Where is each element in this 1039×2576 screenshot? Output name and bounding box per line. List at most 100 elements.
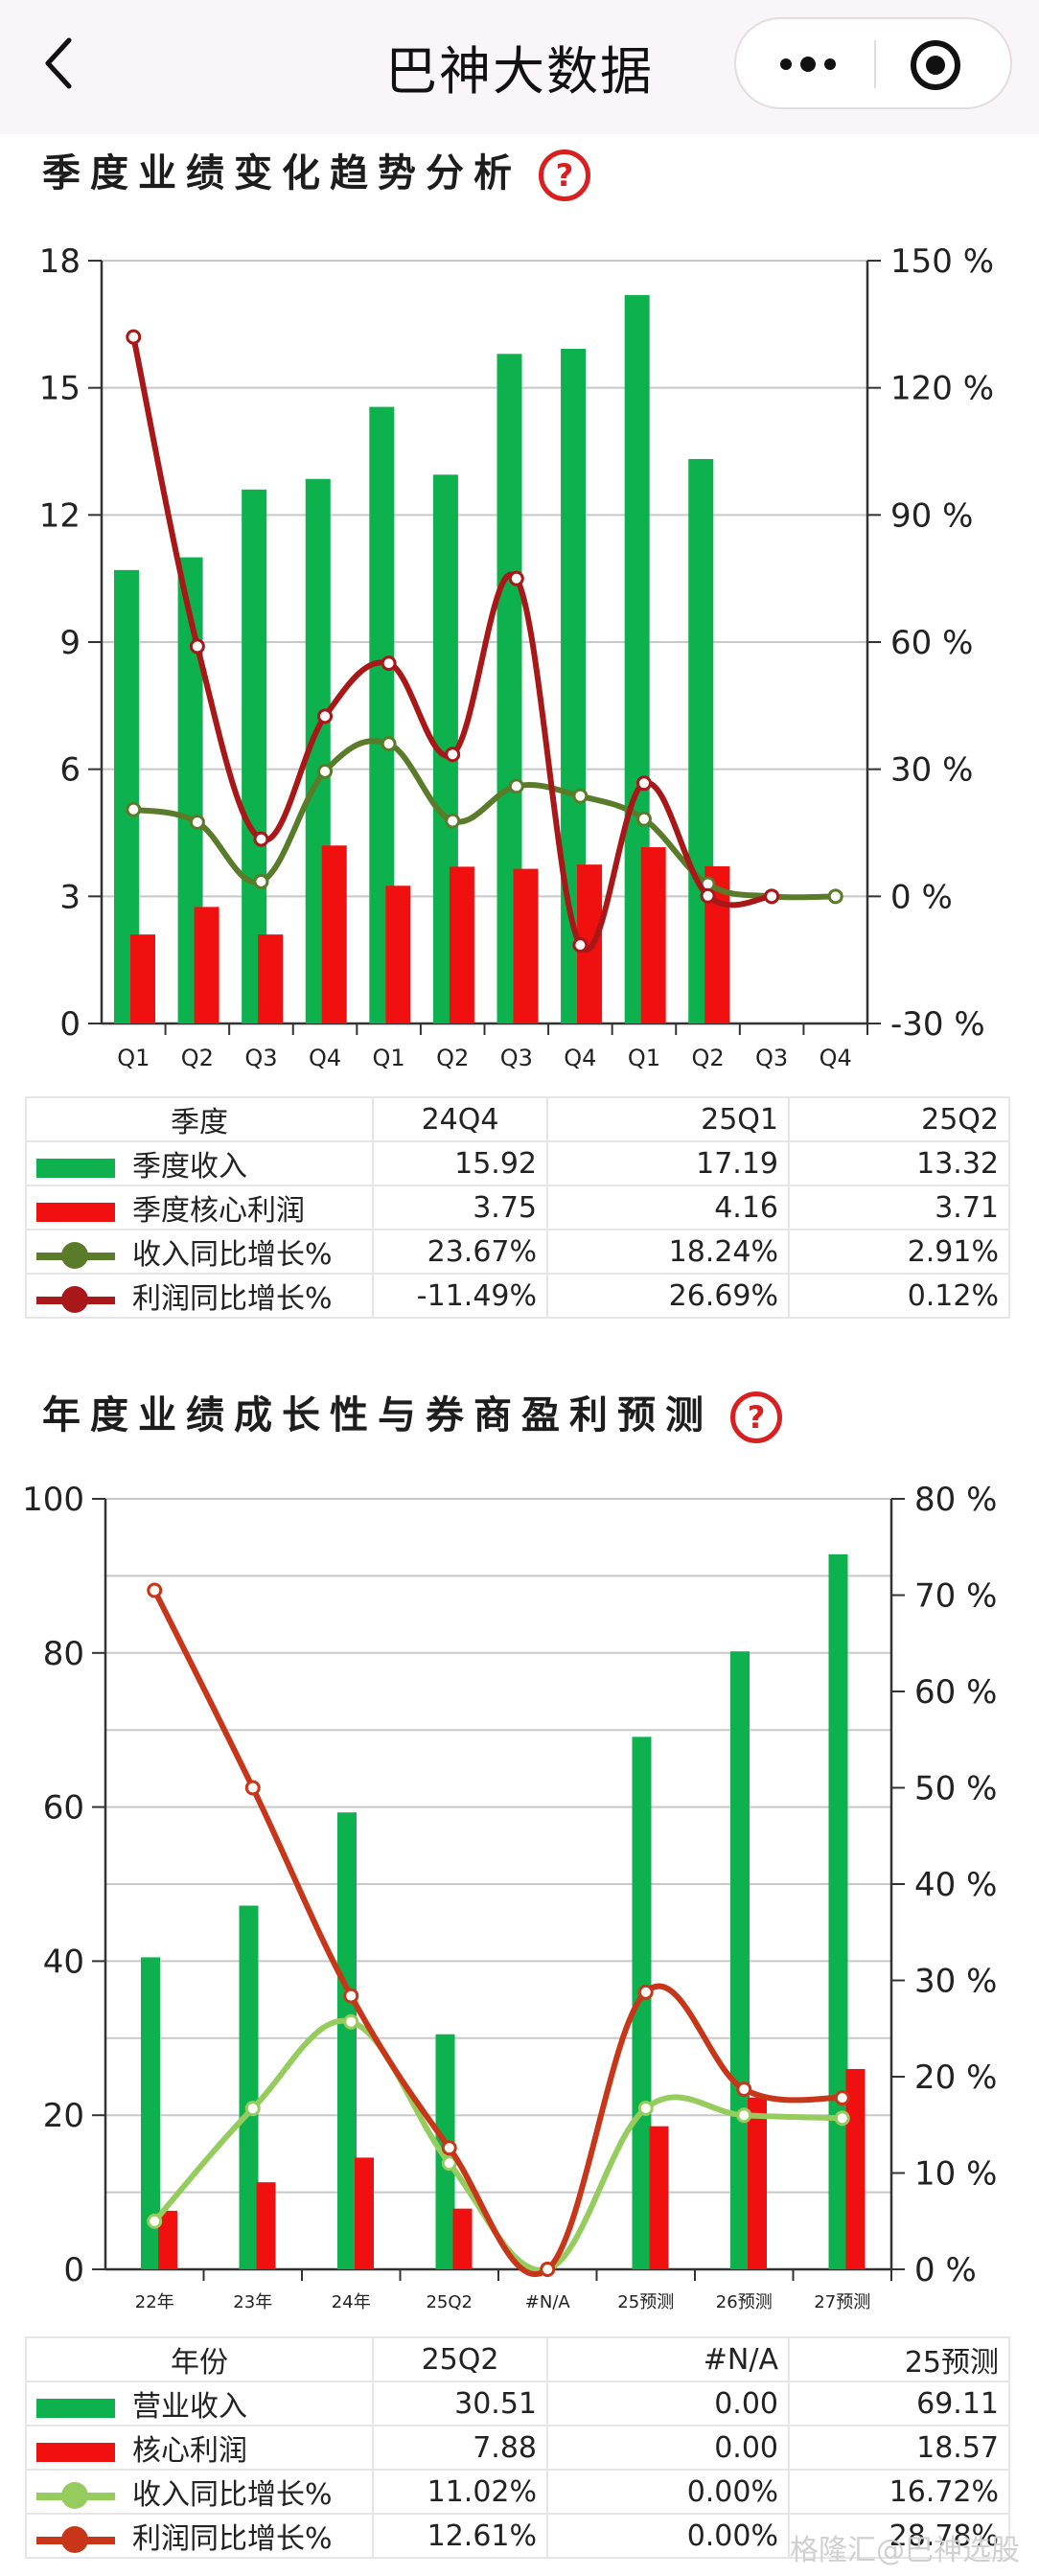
series-point-利润同比增长% — [317, 708, 334, 724]
app-title: 巴神大数据 — [385, 41, 654, 102]
table-cell: 18.24% — [546, 1229, 790, 1275]
x-tick-label: 22年 — [135, 2292, 174, 2312]
table-cell: 4.16 — [546, 1184, 790, 1230]
legend-line-icon — [36, 1285, 115, 1313]
series-point-利润同比增长% — [764, 888, 780, 905]
table-cell: 11.02% — [372, 2469, 548, 2515]
bar-季度核心利润 — [385, 886, 411, 1024]
series-point-收入同比增长% — [827, 888, 843, 905]
table-header-cell: 25Q2 — [372, 2336, 548, 2382]
series-point-收入同比增长% — [244, 2101, 261, 2117]
y2-tick-label: 70 % — [914, 1577, 997, 1616]
x-tick-label: Q2 — [691, 1045, 724, 1071]
quarterly-chart: 0 3 6 9 12 15 18 -30 % 0 % 30 % 60 % 90 % 120 % 150 %… — [39, 242, 994, 1071]
back-icon[interactable] — [40, 34, 79, 92]
series-point-利润同比增长% — [381, 656, 397, 672]
row-label: 核心利润 — [132, 2434, 247, 2468]
table-row: 利润同比增长% 12.61% 0.00% 28.78% — [25, 2513, 1010, 2559]
series-point-利润同比增长% — [244, 1780, 261, 1796]
bar-核心利润 — [452, 2208, 473, 2269]
annual-section-title: 年度业绩成长性与券商盈利预测? — [42, 1384, 782, 1443]
watermark: 格隆汇@巴神选股 — [790, 2534, 1020, 2567]
y2-tick-label: 30 % — [914, 1963, 997, 2001]
bar-营业收入 — [828, 1553, 848, 2269]
row-label-cell: 利润同比增长% — [25, 2513, 374, 2559]
series-point-利润同比增长% — [343, 1988, 359, 2004]
table-cell: 18.57 — [788, 2425, 1010, 2471]
row-label: 季度收入 — [132, 1150, 247, 1184]
x-tick-label: #N/A — [525, 2292, 571, 2312]
legend-line-icon — [36, 2481, 115, 2509]
y-tick-label: 12 — [39, 496, 81, 535]
x-tick-label: Q2 — [181, 1045, 214, 1071]
row-label-cell: 收入同比增长% — [25, 1229, 374, 1275]
y-tick-label: 6 — [59, 751, 81, 790]
series-point-利润同比增长% — [540, 2262, 556, 2277]
y2-tick-label: 120 % — [890, 370, 994, 408]
x-tick-label: Q3 — [755, 1045, 788, 1071]
legend-line-icon — [36, 1241, 115, 1269]
y2-tick-label: -30 % — [890, 1005, 985, 1044]
more-icon[interactable] — [774, 48, 842, 80]
bar-营业收入 — [141, 1957, 160, 2269]
y-tick-label: 20 — [43, 2097, 84, 2135]
table-header-cell: #N/A — [546, 2336, 790, 2382]
table-cell: 15.92 — [372, 1140, 548, 1186]
bar-季度核心利润 — [321, 845, 347, 1024]
bar-季度核心利润 — [258, 934, 284, 1024]
y-tick-label: 0 — [59, 1005, 81, 1044]
bar-营业收入 — [632, 1736, 652, 2269]
y-tick-label: 15 — [39, 370, 81, 408]
series-point-收入同比增长% — [147, 2213, 163, 2229]
table-cell: 3.75 — [372, 1184, 548, 1230]
table-cell: 17.19 — [546, 1140, 790, 1186]
table-cell: 16.72% — [788, 2469, 1010, 2515]
series-point-利润同比增长% — [126, 329, 142, 345]
series-point-利润同比增长% — [572, 937, 589, 954]
y2-tick-label: 30 % — [890, 751, 973, 790]
series-point-利润同比增长% — [736, 2082, 752, 2098]
x-tick-label: Q4 — [309, 1045, 341, 1071]
bar-季度核心利润 — [449, 866, 474, 1024]
quarterly-title-text: 季度业绩变化趋势分析 — [42, 151, 521, 196]
bar-核心利润 — [158, 2210, 177, 2269]
series-point-收入同比增长% — [441, 2155, 457, 2172]
annual-title-text: 年度业绩成长性与券商盈利预测 — [42, 1393, 713, 1438]
table-cell: 0.00% — [546, 2513, 790, 2559]
x-tick-label: Q2 — [436, 1045, 469, 1071]
table-cell: 0.00 — [546, 2380, 790, 2426]
annual-chart: 0 20 40 60 80 100 0 % 10 % 20 % 30 % 40 % 50 % 60 % 7… — [22, 1481, 997, 2312]
row-label-cell: 季度核心利润 — [25, 1184, 374, 1230]
series-point-收入同比增长% — [189, 814, 205, 830]
row-label: 利润同比增长% — [132, 1282, 333, 1316]
x-tick-label: 24年 — [332, 2292, 371, 2312]
y2-tick-label: 60 % — [914, 1673, 997, 1712]
capsule-divider — [874, 40, 876, 88]
table-header-row: 年份 25Q2 #N/A 25预测 — [25, 2336, 1010, 2382]
y2-tick-label: 40 % — [914, 1866, 997, 1904]
bar-季度核心利润 — [194, 907, 219, 1024]
close-target-icon[interactable] — [909, 38, 962, 92]
table-row: 收入同比增长% 11.02% 0.00% 16.72% — [25, 2469, 1010, 2515]
y-tick-label: 100 — [22, 1481, 84, 1519]
series-point-收入同比增长% — [637, 2100, 654, 2116]
y-tick-label: 18 — [39, 242, 81, 281]
x-tick-label: Q1 — [628, 1045, 660, 1071]
series-point-收入同比增长% — [253, 873, 269, 889]
table-row: 季度核心利润 3.75 4.16 3.71 — [25, 1184, 1010, 1230]
series-point-利润同比增长% — [635, 775, 652, 792]
table-cell: 0.00% — [546, 2469, 790, 2515]
quarterly-table: 季度 24Q4 25Q1 25Q2 季度收入 15.92 17.19 13.32… — [25, 1096, 1010, 1319]
series-point-收入同比增长% — [381, 736, 397, 752]
quarterly-help-icon[interactable]: ? — [539, 150, 590, 201]
table-cell: 12.61% — [372, 2513, 548, 2559]
row-label-cell: 营业收入 — [25, 2380, 374, 2426]
table-row: 营业收入 30.51 0.00 69.11 — [25, 2380, 1010, 2426]
bar-季度核心利润 — [513, 868, 539, 1024]
annual-help-icon[interactable]: ? — [730, 1392, 782, 1443]
bar-核心利润 — [355, 2157, 374, 2269]
table-cell: 69.11 — [788, 2380, 1010, 2426]
title-bar: 巴神大数据 — [0, 0, 1039, 134]
y2-tick-label: 50 % — [914, 1770, 997, 1808]
table-cell: 26.69% — [546, 1273, 790, 1319]
